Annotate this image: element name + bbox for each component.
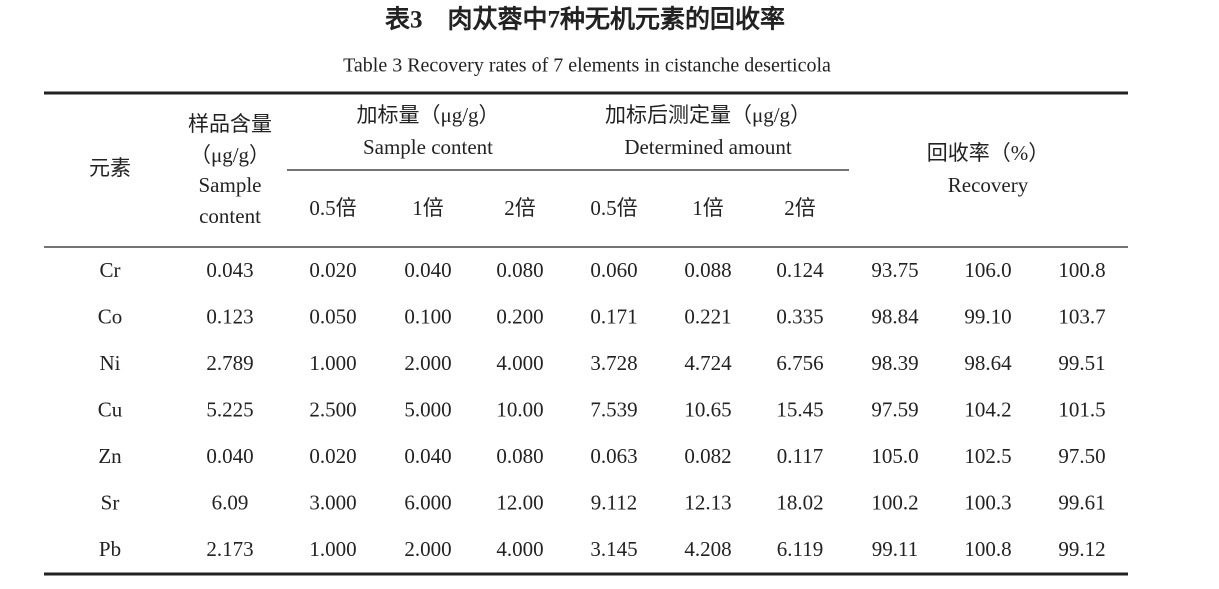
table-cell: 7.539 xyxy=(590,397,637,421)
header-cell: 1倍 xyxy=(412,196,444,220)
table-cell: Pb xyxy=(99,537,121,561)
table-cell: 98.84 xyxy=(871,304,919,328)
table-cell: 12.00 xyxy=(496,490,543,514)
header-cell: 回收率（%） xyxy=(927,141,1050,165)
table-cell: 12.13 xyxy=(684,490,731,514)
header-cell: Sample content xyxy=(363,135,493,159)
table-cell: 0.335 xyxy=(776,304,823,328)
header-cell: content xyxy=(199,204,261,228)
table-cell: 0.100 xyxy=(404,304,451,328)
header-cell: Recovery xyxy=(948,173,1029,197)
table-subtitle: Table 3 Recovery rates of 7 elements in … xyxy=(343,55,831,77)
table-cell: 100.3 xyxy=(964,490,1011,514)
table-cell: Cu xyxy=(98,397,123,421)
table-cell: 1.000 xyxy=(309,537,356,561)
table-cell: 103.7 xyxy=(1058,304,1105,328)
table-cell: 10.65 xyxy=(684,397,731,421)
table-cell: 101.5 xyxy=(1058,397,1105,421)
table-cell: 0.080 xyxy=(496,258,543,282)
table-cell: 0.117 xyxy=(777,444,823,468)
table-cell: 106.0 xyxy=(964,258,1011,282)
table-cell: 0.124 xyxy=(776,258,824,282)
table-cell: 0.040 xyxy=(404,258,451,282)
table-cell: 0.082 xyxy=(684,444,731,468)
table-cell: 6.000 xyxy=(404,490,451,514)
table-cell: 100.8 xyxy=(1058,258,1105,282)
table-cell: 99.12 xyxy=(1058,537,1105,561)
header-cell: 2倍 xyxy=(784,196,816,220)
table-cell: 0.088 xyxy=(684,258,731,282)
header-cell: （μg/g） xyxy=(190,143,270,167)
table-cell: 15.45 xyxy=(776,397,823,421)
table-cell: 98.39 xyxy=(871,351,918,375)
header-cell: 样品含量 xyxy=(188,112,272,136)
table-cell: 18.02 xyxy=(776,490,823,514)
table-cell: 0.050 xyxy=(309,304,356,328)
table-title: 表3 肉苁蓉中7种无机元素的回收率 xyxy=(385,5,785,34)
table-cell: 99.10 xyxy=(964,304,1011,328)
table-cell: 0.063 xyxy=(590,444,637,468)
table-cell: Zn xyxy=(98,444,122,468)
table-cell: Co xyxy=(98,304,123,328)
header-cell: 0.5倍 xyxy=(309,196,356,220)
table-cell: 0.080 xyxy=(496,444,543,468)
table-cell: 6.756 xyxy=(776,351,823,375)
header-cell: 2倍 xyxy=(504,196,536,220)
table-cell: 98.64 xyxy=(964,351,1012,375)
table-cell: 100.8 xyxy=(964,537,1011,561)
table-cell: 3.000 xyxy=(309,490,356,514)
table-cell: 6.119 xyxy=(777,537,823,561)
table-cell: 2.789 xyxy=(206,351,253,375)
table-cell: 10.00 xyxy=(496,397,543,421)
header-cell: 0.5倍 xyxy=(590,196,637,220)
table-cell: 2.173 xyxy=(206,537,253,561)
table-cell: 1.000 xyxy=(309,351,356,375)
header-cell: 加标后测定量（μg/g） xyxy=(605,103,811,127)
table-cell: Ni xyxy=(100,351,121,375)
table-cell: 93.75 xyxy=(871,258,918,282)
table-cell: 0.060 xyxy=(590,258,637,282)
table-cell: 6.09 xyxy=(212,490,249,514)
table-cell: 2.000 xyxy=(404,537,451,561)
table-cell: 0.020 xyxy=(309,258,356,282)
table-cell: 0.040 xyxy=(206,444,253,468)
table-cell: 5.000 xyxy=(404,397,451,421)
table-cell: 0.200 xyxy=(496,304,543,328)
table-cell: Cr xyxy=(100,258,121,282)
table-cell: 0.020 xyxy=(309,444,356,468)
header-cell: 加标量（μg/g） xyxy=(356,103,499,127)
table-cell: 104.2 xyxy=(964,397,1011,421)
table-cell: 99.61 xyxy=(1058,490,1105,514)
table-cell: 4.000 xyxy=(496,537,543,561)
header-cell: Sample xyxy=(199,173,262,197)
table-cell: 99.11 xyxy=(872,537,918,561)
header-cell: 1倍 xyxy=(692,196,724,220)
table-cell: 4.000 xyxy=(496,351,543,375)
table-cell: 2.000 xyxy=(404,351,451,375)
table-cell: 102.5 xyxy=(964,444,1011,468)
table-cell: 5.225 xyxy=(206,397,253,421)
table-cell: 97.50 xyxy=(1058,444,1105,468)
table-cell: 99.51 xyxy=(1058,351,1105,375)
table-cell: 0.221 xyxy=(684,304,731,328)
table-cell: 0.171 xyxy=(590,304,637,328)
table-cell: 0.043 xyxy=(206,258,253,282)
header-cell: Determined amount xyxy=(624,135,792,159)
table-cell: 97.59 xyxy=(871,397,918,421)
table-cell: Sr xyxy=(101,490,120,514)
table-cell: 4.208 xyxy=(684,537,731,561)
table-cell: 0.123 xyxy=(206,304,253,328)
table-cell: 100.2 xyxy=(871,490,918,514)
table-cell: 3.728 xyxy=(590,351,637,375)
table-cell: 9.112 xyxy=(591,490,637,514)
table-cell: 2.500 xyxy=(309,397,356,421)
table-cell: 105.0 xyxy=(871,444,918,468)
table-cell: 3.145 xyxy=(590,537,637,561)
header-cell: 元素 xyxy=(89,156,131,180)
table-cell: 0.040 xyxy=(404,444,451,468)
table-cell: 4.724 xyxy=(684,351,732,375)
